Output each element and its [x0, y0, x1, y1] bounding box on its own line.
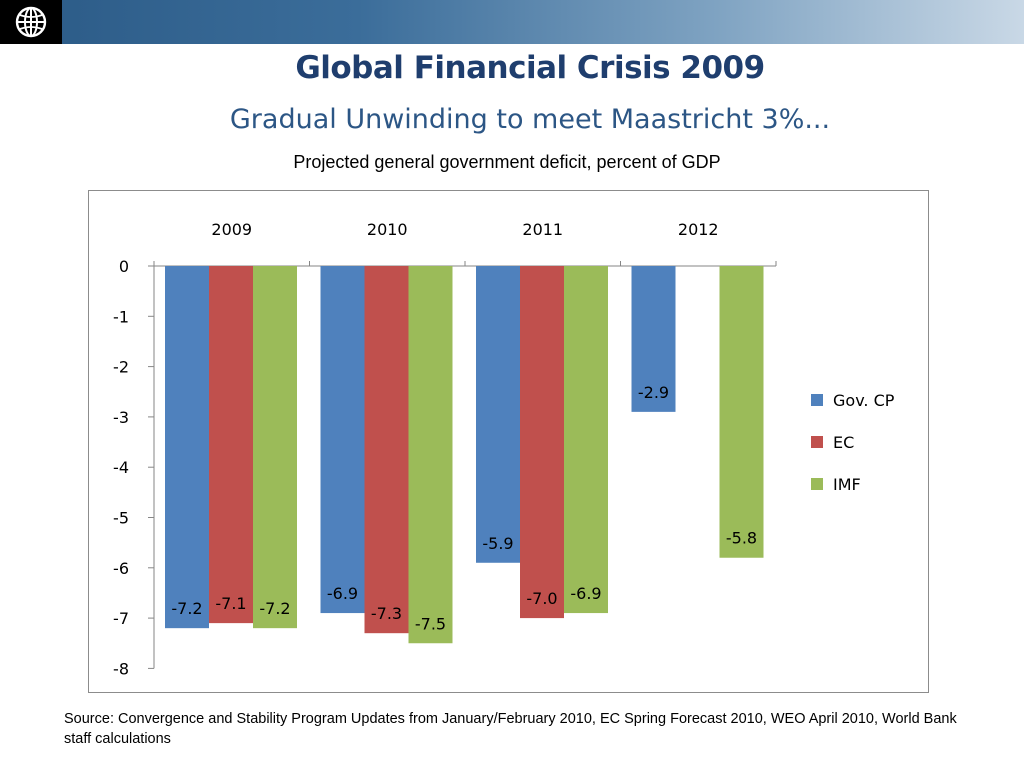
x-tick-label: 2009 [211, 220, 252, 239]
bar-gov-cp-2011 [476, 266, 520, 563]
x-tick-label: 2010 [367, 220, 408, 239]
globe-icon [15, 6, 47, 38]
legend-swatch [811, 436, 823, 448]
data-label: -7.1 [215, 594, 246, 613]
data-label: -7.5 [415, 614, 446, 633]
x-tick-label: 2012 [678, 220, 719, 239]
x-tick-label: 2011 [522, 220, 563, 239]
legend-swatch [811, 478, 823, 490]
logo [0, 0, 62, 44]
bar-ec-2010 [364, 266, 409, 634]
bar-gov-cp-2009 [165, 266, 209, 629]
y-tick-label: -7 [113, 609, 129, 628]
data-label: -7.3 [371, 604, 402, 623]
bar-imf-2012 [719, 266, 764, 558]
bar-imf-2009 [253, 266, 297, 629]
legend-swatch [811, 394, 823, 406]
legend-label: Gov. CP [833, 391, 895, 410]
source-note: Source: Convergence and Stability Progra… [64, 711, 957, 747]
bar-ec-2011 [520, 266, 564, 619]
bar-imf-2011 [564, 266, 608, 614]
bar-ec-2009 [209, 266, 253, 624]
data-label: -7.2 [171, 599, 202, 618]
y-tick-label: -8 [113, 659, 129, 678]
slide-subtitle: Gradual Unwinding to meet Maastricht 3%.… [229, 104, 831, 135]
data-label: -7.2 [259, 599, 290, 618]
data-label: -6.9 [327, 584, 358, 603]
header-bar [0, 0, 1024, 44]
chart-title: Projected general government deficit, pe… [293, 152, 721, 172]
bar-chart: 0 -1 -2 -3 -4 -5 -6 -7 -8 2009 2010 2011 2012 -7.2 -6.… [113, 220, 895, 678]
legend-label: IMF [833, 475, 861, 494]
data-label: -5.8 [726, 529, 757, 548]
chart-area: 0 -1 -2 -3 -4 -5 -6 -7 -8 2009 2010 2011 2012 -7.2 -6.… [88, 190, 929, 693]
data-label: -6.9 [570, 584, 601, 603]
y-tick-label: 0 [119, 257, 129, 276]
bar-gov-cp-2012 [631, 266, 676, 412]
bar-gov-cp-2010 [320, 266, 365, 614]
legend-label: EC [833, 433, 854, 452]
y-tick-label: -2 [113, 358, 129, 377]
y-tick-label: -3 [113, 408, 129, 427]
y-tick-label: -1 [113, 307, 129, 326]
data-label: -2.9 [638, 383, 669, 402]
y-tick-label: -4 [113, 458, 129, 477]
y-tick-label: -5 [113, 509, 129, 528]
bar-imf-2010 [408, 266, 453, 644]
y-tick-label: -6 [113, 559, 129, 578]
data-label: -7.0 [526, 589, 557, 608]
slide-title: Global Financial Crisis 2009 [295, 50, 765, 86]
data-label: -5.9 [482, 534, 513, 553]
